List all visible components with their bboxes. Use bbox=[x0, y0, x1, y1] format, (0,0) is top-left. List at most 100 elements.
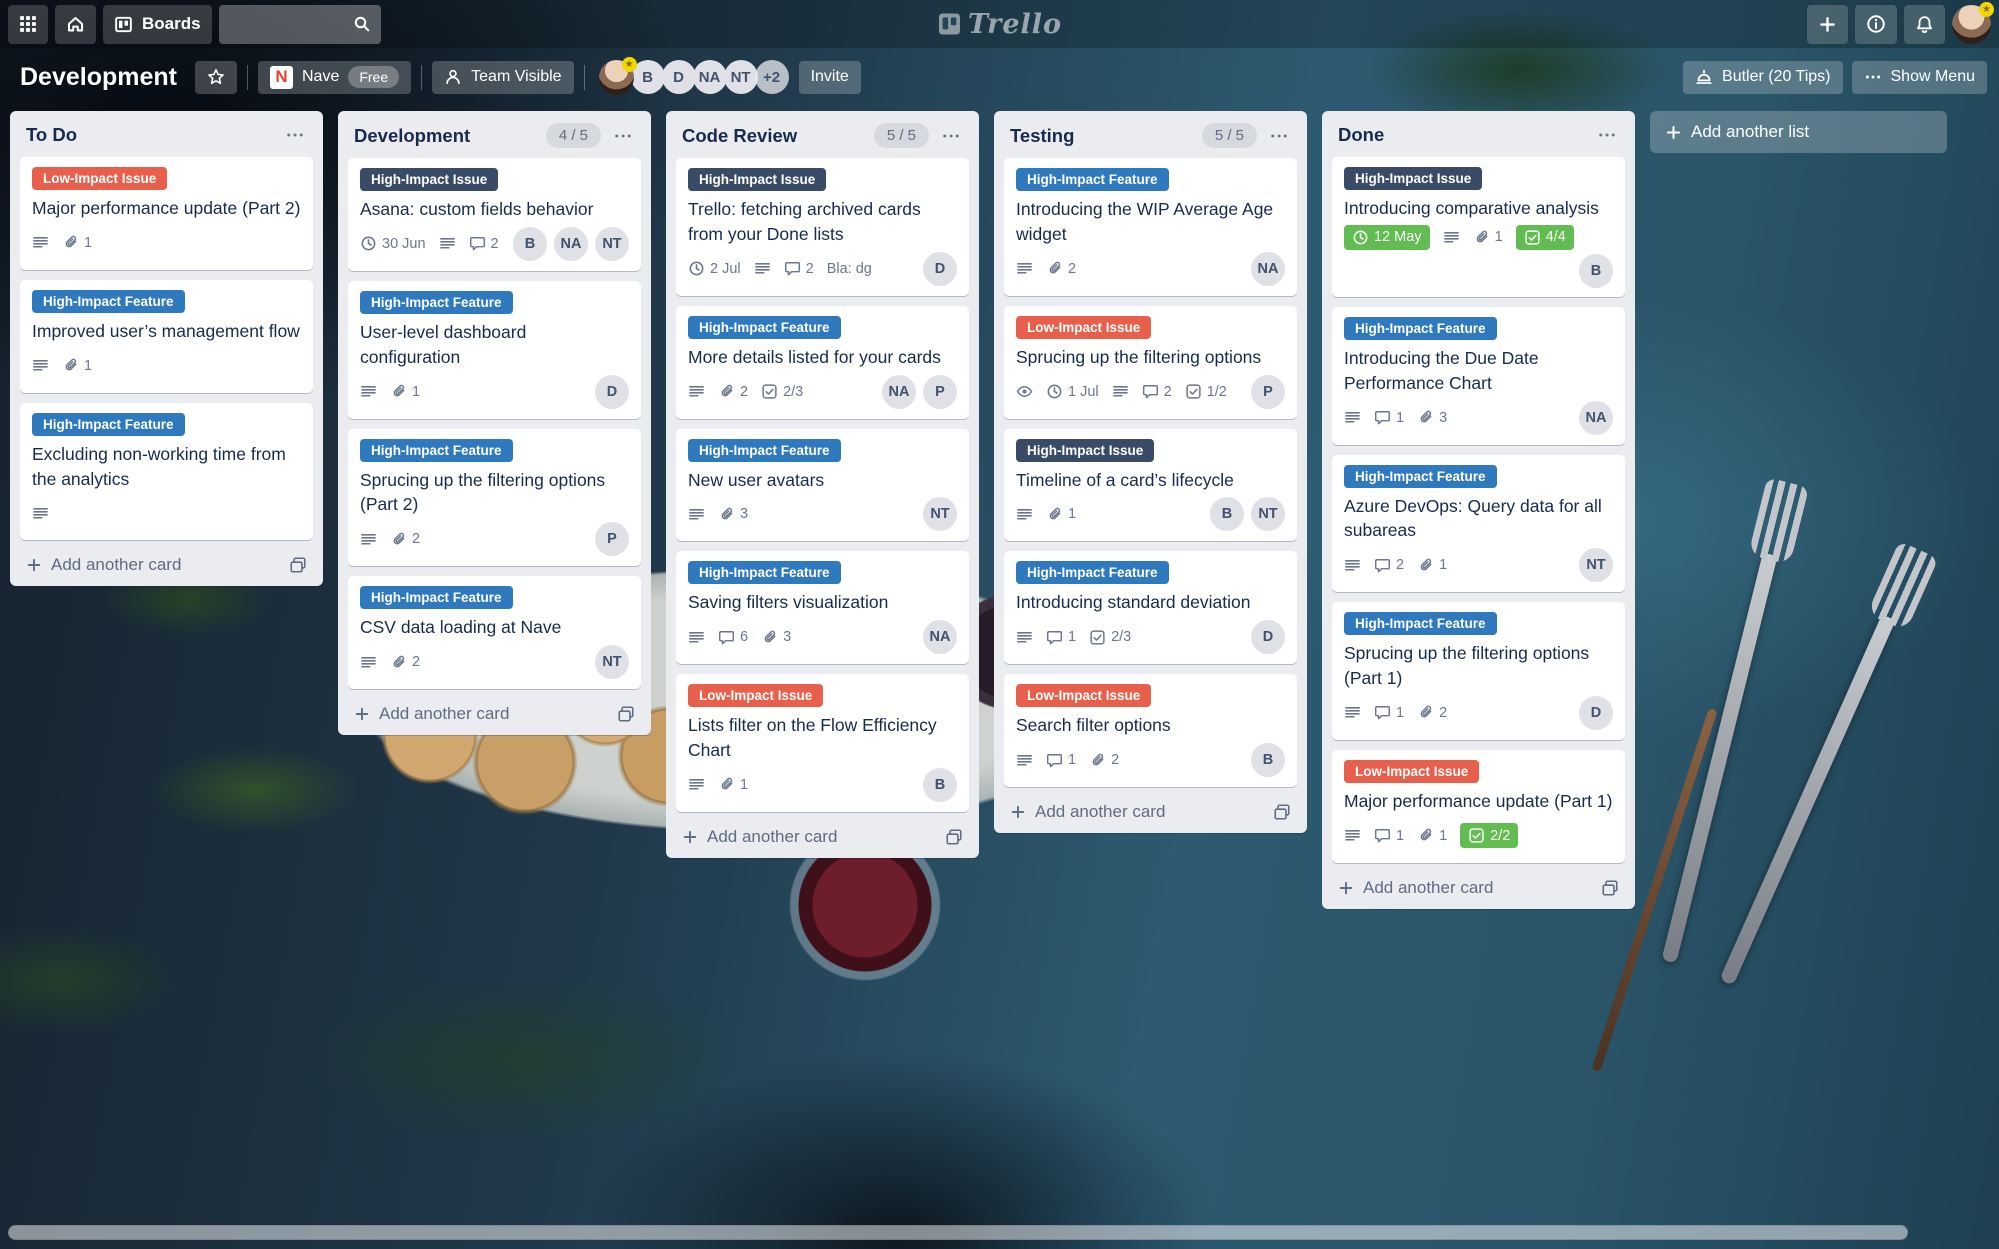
card-template-button[interactable] bbox=[1273, 803, 1291, 821]
member-avatar[interactable]: NT bbox=[595, 645, 629, 680]
card[interactable]: High-Impact Feature Azure DevOps: Query … bbox=[1332, 454, 1625, 593]
add-card-button[interactable]: Add another card bbox=[1004, 797, 1297, 825]
create-button[interactable] bbox=[1807, 4, 1848, 44]
card-title: Major performance update (Part 1) bbox=[1344, 790, 1613, 811]
add-card-button[interactable]: Add another card bbox=[1332, 873, 1625, 901]
member-avatar[interactable]: B bbox=[513, 226, 547, 261]
attachment-icon bbox=[390, 654, 407, 671]
attachment-badge: 2 bbox=[718, 383, 748, 400]
member-avatar[interactable]: P bbox=[595, 522, 629, 557]
member-avatar[interactable]: NT bbox=[1251, 497, 1285, 532]
apps-grid-button[interactable] bbox=[8, 4, 48, 44]
description-badge bbox=[688, 629, 705, 646]
member-avatar[interactable]: NA bbox=[882, 374, 916, 409]
board-title[interactable]: Development bbox=[20, 62, 177, 91]
notifications-button[interactable] bbox=[1904, 4, 1945, 44]
card[interactable]: Low-Impact Issue Major performance updat… bbox=[20, 157, 313, 270]
card[interactable]: High-Impact Feature More details listed … bbox=[676, 305, 969, 419]
card[interactable]: Low-Impact Issue Search filter options 1… bbox=[1004, 674, 1297, 788]
info-button[interactable] bbox=[1855, 4, 1897, 44]
member-avatar[interactable]: D bbox=[1579, 695, 1613, 730]
home-button[interactable] bbox=[55, 4, 96, 44]
member-avatar[interactable]: P bbox=[1251, 374, 1285, 409]
search-box[interactable] bbox=[218, 4, 381, 44]
card-template-button[interactable] bbox=[1601, 879, 1619, 897]
add-card-button[interactable]: Add another card bbox=[348, 699, 641, 727]
show-menu-button[interactable]: Show Menu bbox=[1851, 60, 1987, 94]
member-avatar[interactable]: NA bbox=[1251, 251, 1285, 286]
card-template-button[interactable] bbox=[289, 556, 307, 574]
member-avatar[interactable]: B bbox=[1210, 497, 1244, 532]
card-template-button[interactable] bbox=[617, 705, 635, 723]
card[interactable]: High-Impact Feature CSV data loading at … bbox=[348, 576, 641, 690]
list-title[interactable]: Development bbox=[354, 124, 471, 146]
member-avatar-photo[interactable]: ★ bbox=[598, 56, 637, 95]
header-members-overflow[interactable]: +2 bbox=[754, 60, 789, 94]
card[interactable]: High-Impact Feature Saving filters visua… bbox=[676, 551, 969, 665]
member-avatar[interactable]: B bbox=[923, 767, 957, 802]
card[interactable]: High-Impact Feature Sprucing up the filt… bbox=[1332, 602, 1625, 740]
card[interactable]: High-Impact Feature Introducing standard… bbox=[1004, 551, 1297, 665]
header-divider bbox=[246, 64, 248, 90]
list-title[interactable]: Testing bbox=[1010, 124, 1075, 146]
card[interactable]: Low-Impact Issue Lists filter on the Flo… bbox=[676, 674, 969, 812]
member-avatar[interactable]: NA bbox=[554, 226, 588, 261]
list-menu-button[interactable] bbox=[939, 124, 963, 148]
card[interactable]: High-Impact Issue Introducing comparativ… bbox=[1332, 157, 1625, 297]
card[interactable]: High-Impact Issue Asana: custom fields b… bbox=[348, 158, 641, 271]
card[interactable]: High-Impact Feature Excluding non-workin… bbox=[20, 402, 313, 541]
list-title[interactable]: To Do bbox=[26, 124, 78, 145]
description-icon bbox=[439, 235, 456, 252]
list-title[interactable]: Done bbox=[1338, 124, 1385, 145]
member-avatar[interactable]: P bbox=[923, 374, 957, 409]
card-badges: 2 NA bbox=[1016, 251, 1285, 287]
bell-icon bbox=[1916, 15, 1933, 33]
member-avatar[interactable]: B bbox=[1251, 743, 1285, 778]
list-menu-button[interactable] bbox=[1595, 123, 1619, 147]
member-avatar[interactable]: NT bbox=[923, 497, 957, 532]
plus-icon bbox=[683, 830, 697, 844]
member-avatar[interactable]: NT bbox=[1579, 548, 1613, 583]
visibility-button[interactable]: Team Visible bbox=[432, 60, 574, 94]
card[interactable]: Low-Impact Issue Major performance updat… bbox=[1332, 749, 1625, 863]
boards-button[interactable]: Boards bbox=[103, 4, 212, 44]
member-avatar[interactable]: B bbox=[1579, 253, 1613, 288]
member-avatar[interactable]: D bbox=[1251, 620, 1285, 655]
member-avatar[interactable]: NA bbox=[923, 620, 957, 655]
butler-button[interactable]: Butler (20 Tips) bbox=[1683, 60, 1843, 94]
invite-button[interactable]: Invite bbox=[798, 60, 861, 94]
list-menu-button[interactable] bbox=[611, 124, 635, 148]
header-member-avatar[interactable]: NT bbox=[723, 60, 758, 94]
card-template-icon bbox=[946, 829, 962, 845]
card[interactable]: High-Impact Issue Timeline of a card’s l… bbox=[1004, 428, 1297, 542]
user-avatar[interactable]: ★ bbox=[1952, 1, 1994, 44]
member-avatar[interactable]: NA bbox=[1579, 400, 1613, 435]
card-template-button[interactable] bbox=[945, 828, 963, 846]
card-members: P bbox=[1251, 374, 1285, 409]
search-input[interactable] bbox=[228, 15, 353, 33]
card[interactable]: High-Impact Feature Introducing the Due … bbox=[1332, 306, 1625, 445]
add-card-button[interactable]: Add another card bbox=[676, 822, 969, 850]
card[interactable]: Low-Impact Issue Sprucing up the filteri… bbox=[1004, 305, 1297, 419]
card[interactable]: High-Impact Issue Trello: fetching archi… bbox=[676, 158, 969, 296]
card[interactable]: High-Impact Feature New user avatars 3 NT bbox=[676, 428, 969, 542]
list-menu-button[interactable] bbox=[283, 123, 307, 147]
header-member-avatar[interactable]: NA bbox=[692, 60, 727, 94]
member-avatar[interactable]: NT bbox=[595, 226, 629, 261]
member-avatar[interactable]: D bbox=[595, 374, 629, 409]
card[interactable]: High-Impact Feature Sprucing up the filt… bbox=[348, 428, 641, 567]
add-list-button[interactable]: Add another list bbox=[1650, 111, 1947, 153]
card[interactable]: High-Impact Feature Improved user’s mana… bbox=[20, 279, 313, 393]
add-card-button[interactable]: Add another card bbox=[20, 550, 313, 578]
header-member-avatar[interactable]: D bbox=[661, 60, 696, 94]
list-menu-button[interactable] bbox=[1267, 124, 1291, 148]
star-board-button[interactable] bbox=[194, 60, 237, 94]
card[interactable]: High-Impact Feature Introducing the WIP … bbox=[1004, 158, 1297, 296]
checklist-icon bbox=[1185, 383, 1202, 400]
workspace-button[interactable]: N Nave Free bbox=[257, 60, 412, 94]
list-title[interactable]: Code Review bbox=[682, 124, 798, 146]
horizontal-scrollbar[interactable] bbox=[8, 1225, 1908, 1240]
member-avatar[interactable]: D bbox=[923, 251, 957, 286]
card-template-icon bbox=[1602, 880, 1618, 896]
card[interactable]: High-Impact Feature User-level dashboard… bbox=[348, 280, 641, 419]
